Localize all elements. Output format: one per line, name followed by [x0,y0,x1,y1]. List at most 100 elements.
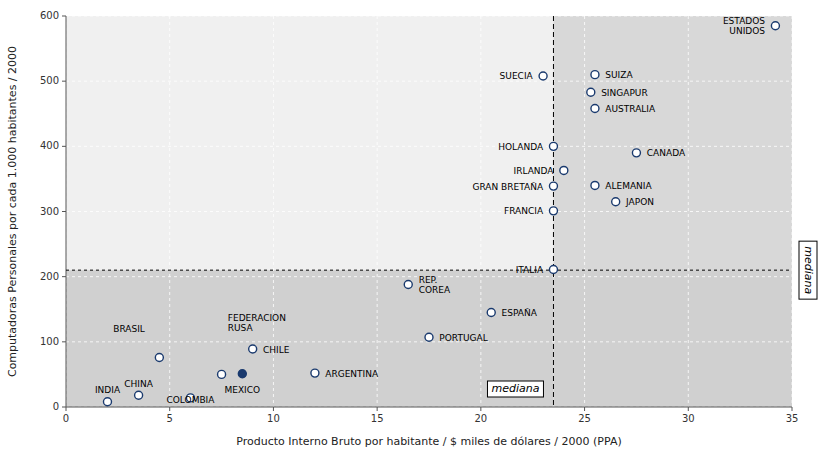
country-point [404,280,412,288]
x-tick-label: 35 [786,413,799,424]
country-point [103,398,111,406]
country-label: MEXICO [224,385,260,395]
country-point [612,198,620,206]
y-tick-label: 400 [40,140,59,151]
country-label: HOLANDA [498,142,544,152]
grid-line-y [66,146,792,147]
x-tick [377,407,378,411]
country-label: BRASIL [113,324,145,334]
country-label: GRAN BRETAÑA [473,182,544,192]
median-label-text: mediana [802,246,815,294]
y-tick [62,146,66,147]
country-label: REP.COREA [419,275,451,295]
country-point [560,166,568,174]
country-point [549,207,557,215]
country-labels: INDIACHINA COLOMBIA BRASIL FEDERACIONRUSA CH… [95,16,765,405]
country-label: ITALIA [516,265,544,275]
y-tick [62,211,66,212]
x-tick [169,407,170,411]
axes: 051015202530350100200300400500600 [40,10,798,424]
median-lines [66,16,792,407]
quadrant-upper-left [66,16,553,270]
x-tick [688,407,689,411]
grid-line-y [66,81,792,82]
y-tick [62,81,66,82]
country-label: PORTUGAL [439,333,487,343]
country-point [135,391,143,399]
country-label: IRLANDA [514,166,555,176]
country-point [587,88,595,96]
quadrant-lower-left [66,270,553,407]
country-point [771,22,779,30]
y-tick [62,341,66,342]
grid-line-y [66,211,792,212]
x-tick [792,407,793,411]
country-label: CANADA [647,148,686,158]
country-point [238,370,246,378]
x-tick-label: 10 [267,413,280,424]
x-axis-title: Producto Interno Bruto por habitante / $… [236,435,621,448]
x-tick-label: 25 [578,413,591,424]
x-tick-label: 30 [682,413,695,424]
x-tick [584,407,585,411]
country-label: ESPAÑA [502,308,538,318]
x-tick-label: 5 [167,413,173,424]
country-point [549,142,557,150]
y-axis-title: Computadoras Personales por cada 1.000 h… [6,46,19,377]
country-label: CHILE [263,345,290,355]
x-tick [66,407,67,411]
quadrant-upper-right [553,16,792,270]
y-tick [62,276,66,277]
quadrants [66,16,792,407]
country-point [591,181,599,189]
country-point [311,369,319,377]
country-label: FRANCIA [504,206,544,216]
country-point [155,353,163,361]
country-label: ARGENTINA [325,369,379,379]
y-tick-label: 600 [40,10,59,21]
grid-line-x [688,16,689,407]
chart-container: 051015202530350100200300400500600INDIACH… [0,0,836,455]
median-label-box [487,381,543,397]
chart-svg: 051015202530350100200300400500600INDIACH… [0,0,836,455]
grid-line-y [66,16,792,17]
country-label: SINGAPUR [601,88,648,98]
grid-line-x [66,16,67,407]
x-tick [480,407,481,411]
y-axis-line [66,16,67,407]
country-point [425,333,433,341]
x-tick-label: 15 [371,413,384,424]
country-point [549,265,557,273]
median-line-y [66,270,792,271]
y-tick-label: 100 [40,336,59,347]
x-tick [273,407,274,411]
country-point [487,309,495,317]
country-label: SUECIA [500,71,534,81]
country-label: CHINA [124,379,153,389]
country-point [249,345,257,353]
median-label-x: mediana [487,381,543,397]
quadrant-lower-right [553,270,792,407]
median-labels: mediana mediana [487,241,817,397]
grid-line-y [66,407,792,408]
y-tick-label: 500 [40,75,59,86]
grid [66,16,792,407]
points [103,22,779,406]
country-label: COLOMBIA [167,395,216,405]
country-point [632,149,640,157]
country-point [591,105,599,113]
y-tick-label: 300 [40,206,59,217]
x-axis-line [66,407,792,408]
country-label: INDIA [95,385,121,395]
country-label: JAPON [625,197,654,207]
median-label-y: mediana [799,241,817,299]
country-point [549,182,557,190]
country-point [539,72,547,80]
x-tick-label: 20 [474,413,487,424]
country-point [218,370,226,378]
x-tick-label: 0 [63,413,69,424]
y-tick [62,407,66,408]
country-point [591,71,599,79]
median-label-text: mediana [491,382,539,395]
country-label: FEDERACIONRUSA [228,313,286,333]
